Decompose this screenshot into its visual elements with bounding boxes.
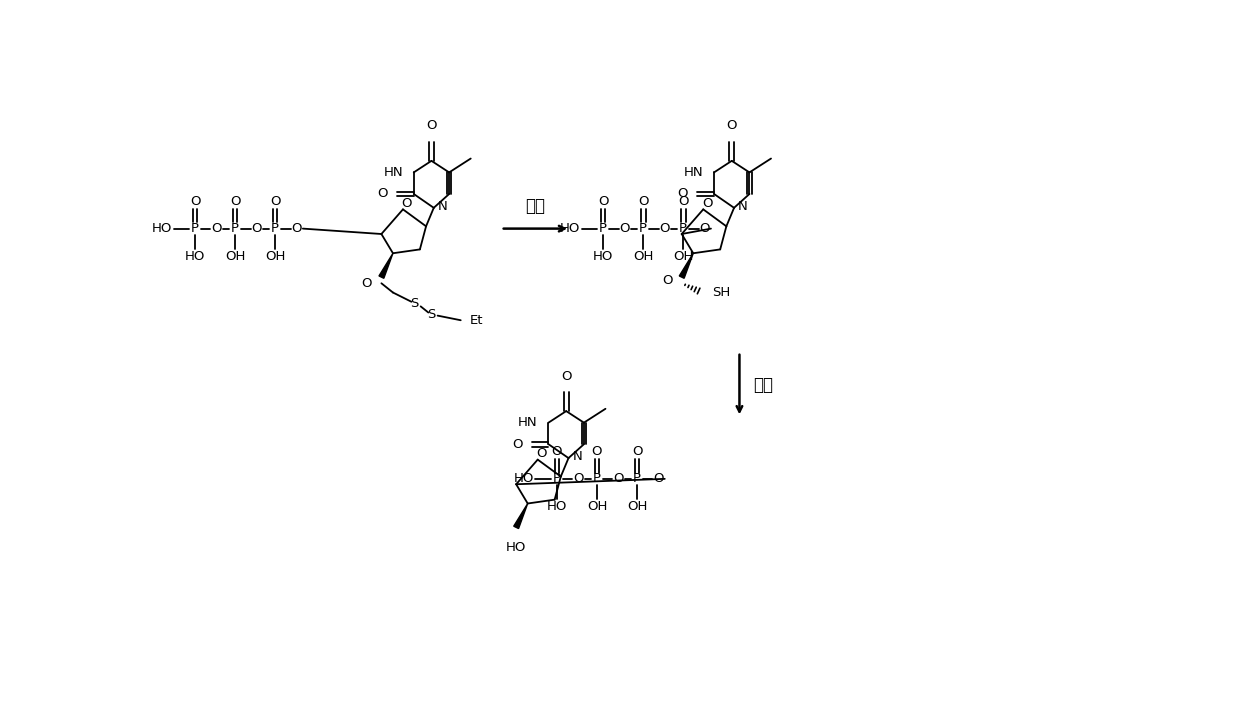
- Text: O: O: [291, 222, 303, 235]
- Text: P: P: [553, 472, 560, 485]
- Text: O: O: [573, 472, 584, 485]
- Text: OH: OH: [265, 250, 285, 263]
- Text: P: P: [639, 222, 647, 235]
- Text: HO: HO: [185, 250, 206, 263]
- Text: O: O: [653, 472, 663, 485]
- Text: N: N: [738, 200, 748, 213]
- Text: HN: HN: [683, 166, 703, 179]
- Text: O: O: [662, 274, 672, 287]
- Text: HO: HO: [593, 250, 614, 263]
- Text: O: O: [270, 195, 280, 208]
- Text: O: O: [660, 222, 670, 235]
- Text: S: S: [410, 297, 419, 309]
- Text: 水解: 水解: [754, 376, 774, 393]
- Text: HO: HO: [559, 222, 580, 235]
- Text: HO: HO: [513, 472, 534, 485]
- Text: OH: OH: [587, 500, 608, 513]
- Text: OH: OH: [673, 250, 693, 263]
- Text: O: O: [560, 370, 572, 383]
- Text: O: O: [537, 447, 547, 460]
- Text: P: P: [634, 472, 641, 485]
- Text: O: O: [252, 222, 262, 235]
- Text: O: O: [211, 222, 222, 235]
- Text: P: P: [593, 472, 601, 485]
- Text: S: S: [428, 307, 435, 320]
- Text: O: O: [727, 119, 737, 132]
- Text: N: N: [573, 450, 582, 463]
- Text: O: O: [632, 445, 642, 458]
- Text: P: P: [599, 222, 608, 235]
- Text: 还原: 还原: [526, 197, 546, 215]
- Polygon shape: [680, 253, 693, 279]
- Text: OH: OH: [632, 250, 653, 263]
- Text: P: P: [272, 222, 279, 235]
- Text: HO: HO: [151, 222, 172, 235]
- Text: HO: HO: [547, 500, 567, 513]
- Text: HO: HO: [506, 541, 526, 554]
- Text: P: P: [231, 222, 239, 235]
- Text: N: N: [438, 200, 448, 213]
- Text: O: O: [377, 187, 388, 200]
- Text: O: O: [637, 195, 649, 208]
- Text: O: O: [702, 197, 712, 210]
- Polygon shape: [513, 503, 528, 528]
- Polygon shape: [379, 253, 393, 279]
- Text: O: O: [620, 222, 630, 235]
- Text: O: O: [699, 222, 711, 235]
- Text: O: O: [402, 197, 412, 210]
- Text: O: O: [229, 195, 241, 208]
- Text: OH: OH: [224, 250, 246, 263]
- Text: P: P: [191, 222, 200, 235]
- Text: HN: HN: [518, 416, 538, 429]
- Text: Et: Et: [470, 314, 484, 327]
- Text: O: O: [512, 438, 522, 451]
- Text: O: O: [427, 119, 436, 132]
- Text: O: O: [190, 195, 201, 208]
- Text: O: O: [362, 276, 372, 290]
- Text: O: O: [677, 187, 688, 200]
- Text: SH: SH: [713, 286, 730, 299]
- Text: OH: OH: [627, 500, 647, 513]
- Text: P: P: [680, 222, 687, 235]
- Text: O: O: [598, 195, 609, 208]
- Text: O: O: [591, 445, 603, 458]
- Text: O: O: [678, 195, 688, 208]
- Text: O: O: [552, 445, 562, 458]
- Text: HN: HN: [383, 166, 403, 179]
- Text: O: O: [614, 472, 624, 485]
